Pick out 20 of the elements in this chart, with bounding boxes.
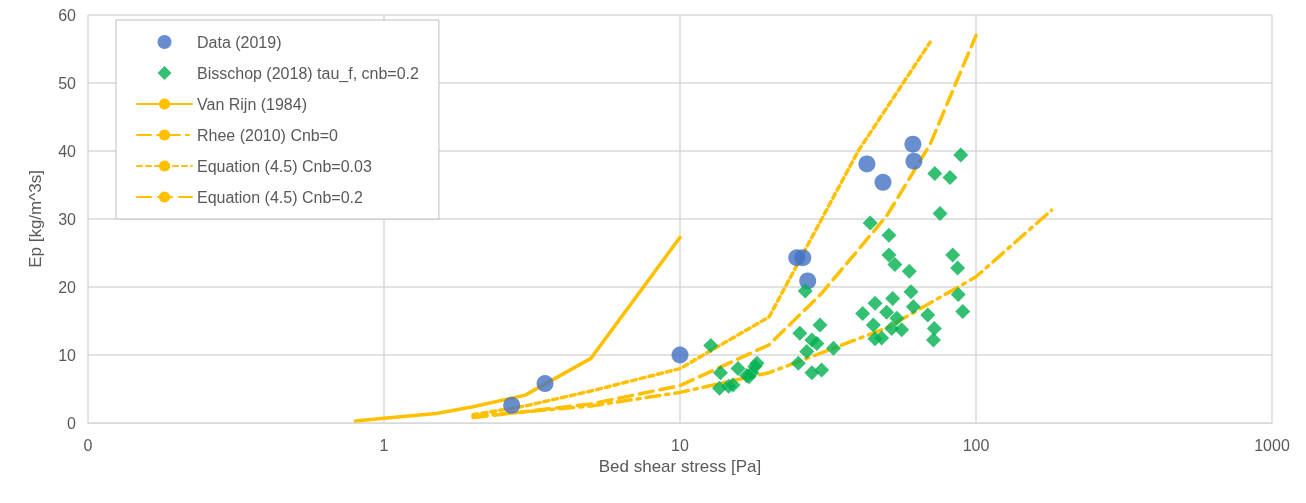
- legend-label: Rhee (2010) Cnb=0: [197, 126, 339, 144]
- x-tick-label: 0: [83, 436, 93, 454]
- y-tick-label: 40: [58, 142, 77, 160]
- legend-label: Data (2019): [197, 33, 282, 51]
- legend-label: Equation (4.5) Cnb=0.2: [197, 188, 363, 206]
- legend-label: Van Rijn (1984): [197, 95, 307, 113]
- x-tick-label: 10: [671, 436, 689, 454]
- y-tick-label: 0: [67, 414, 77, 432]
- x-axis-title: Bed shear stress [Pa]: [598, 456, 762, 476]
- y-tick-label: 50: [58, 74, 77, 92]
- y-tick-label: 30: [58, 210, 77, 228]
- y-tick-label: 60: [58, 6, 77, 24]
- x-tick-label: 100: [962, 436, 990, 454]
- x-tick-label: 1000: [1254, 436, 1290, 454]
- y-tick-label: 10: [58, 346, 77, 364]
- y-axis-title: Ep [kg/m^3s]: [26, 170, 45, 268]
- x-tick-label: 1: [379, 436, 389, 454]
- y-tick-label: 20: [58, 278, 77, 296]
- legend-label: Bisschop (2018) tau_f, cnb=0.2: [197, 64, 420, 83]
- legend-label: Equation (4.5) Cnb=0.03: [197, 157, 372, 175]
